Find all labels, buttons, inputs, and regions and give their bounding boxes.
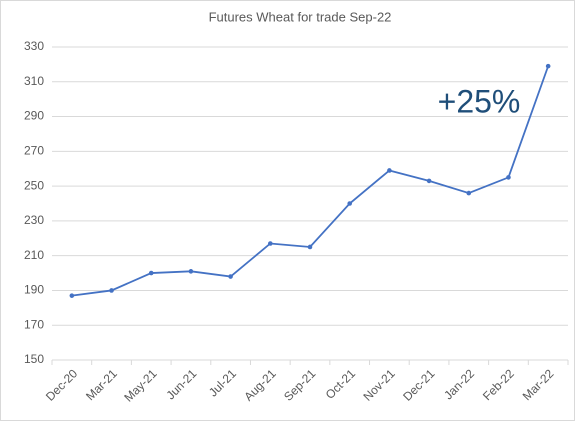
y-tick-label: 210 [24, 248, 44, 262]
y-tick-label: 150 [24, 352, 44, 366]
y-tick-label: 270 [24, 144, 44, 158]
y-tick-label: 170 [24, 317, 44, 331]
y-tick-label: 250 [24, 178, 44, 192]
y-tick-label: 190 [24, 283, 44, 297]
annotation: +25% [438, 83, 521, 119]
marker [228, 274, 233, 279]
marker [268, 241, 273, 246]
marker [466, 190, 472, 196]
y-tick-label: 310 [24, 74, 44, 88]
y-tick-label: 290 [24, 109, 44, 123]
marker [506, 175, 511, 180]
marker [307, 244, 313, 250]
marker [109, 288, 114, 293]
marker [148, 270, 154, 276]
marker [69, 293, 75, 298]
marker [188, 269, 194, 274]
y-tick-label: 230 [24, 213, 44, 227]
marker [545, 63, 551, 69]
chart-title: Futures Wheat for trade Sep-22 [209, 9, 392, 24]
marker [347, 201, 352, 206]
marker [387, 168, 392, 173]
y-tick-label: 330 [24, 39, 44, 53]
marker [426, 178, 432, 184]
